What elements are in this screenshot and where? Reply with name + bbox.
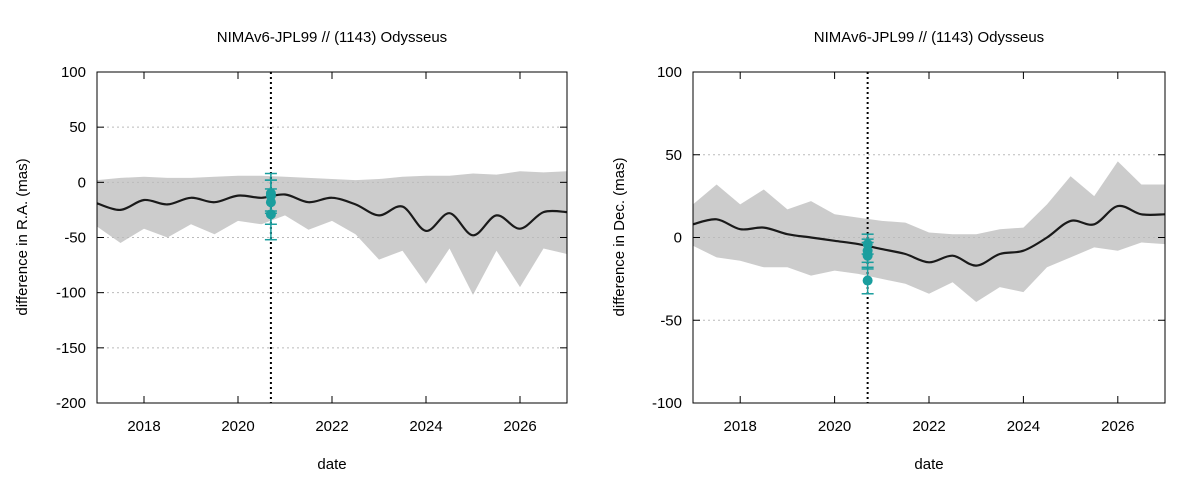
y-tick-label: 50 bbox=[665, 147, 682, 164]
y-tick-label: 50 bbox=[69, 119, 86, 136]
x-tick-label: 2026 bbox=[1101, 418, 1134, 435]
x-axis-label: date bbox=[317, 456, 346, 473]
x-tick-label: 2022 bbox=[912, 418, 945, 435]
y-tick-label: 100 bbox=[657, 64, 682, 81]
y-tick-label: -50 bbox=[660, 312, 682, 329]
y-axis-label: difference in Dec. (mas) bbox=[611, 158, 628, 317]
chart-title: NIMAv6-JPL99 // (1143) Odysseus bbox=[217, 29, 447, 46]
x-tick-label: 2020 bbox=[818, 418, 851, 435]
ra-difference-panel: NIMAv6-JPL99 // (1143) Odysseus date dif… bbox=[14, 29, 568, 473]
observation-point bbox=[862, 250, 873, 261]
dec-difference-panel: NIMAv6-JPL99 // (1143) Odysseus date dif… bbox=[611, 29, 1166, 473]
y-tick-label: 0 bbox=[78, 174, 86, 191]
x-tick-label: 2024 bbox=[409, 418, 442, 435]
y-tick-label: -200 bbox=[56, 395, 86, 412]
y-tick-label: -150 bbox=[56, 340, 86, 357]
x-tick-label: 2018 bbox=[127, 418, 160, 435]
x-axis-label: date bbox=[914, 456, 943, 473]
uncertainty-band bbox=[97, 171, 567, 295]
x-tick-label: 2024 bbox=[1007, 418, 1040, 435]
y-tick-label: -100 bbox=[56, 285, 86, 302]
y-tick-label: -100 bbox=[652, 395, 682, 412]
y-tick-label: 0 bbox=[674, 230, 682, 247]
x-tick-label: 2018 bbox=[724, 418, 757, 435]
x-tick-label: 2020 bbox=[221, 418, 254, 435]
x-tick-label: 2026 bbox=[503, 418, 536, 435]
nominal-difference-line bbox=[692, 204, 1166, 267]
x-tick-label: 2022 bbox=[315, 418, 348, 435]
y-axis-label: difference in R.A. (mas) bbox=[14, 158, 31, 315]
nominal-difference-line bbox=[96, 193, 568, 237]
observation-point bbox=[265, 209, 276, 220]
observation-point bbox=[862, 275, 873, 286]
y-tick-label: 100 bbox=[61, 64, 86, 81]
y-tick-label: -50 bbox=[64, 230, 86, 247]
uncertainty-band bbox=[693, 161, 1165, 302]
chart-title: NIMAv6-JPL99 // (1143) Odysseus bbox=[814, 29, 1044, 46]
